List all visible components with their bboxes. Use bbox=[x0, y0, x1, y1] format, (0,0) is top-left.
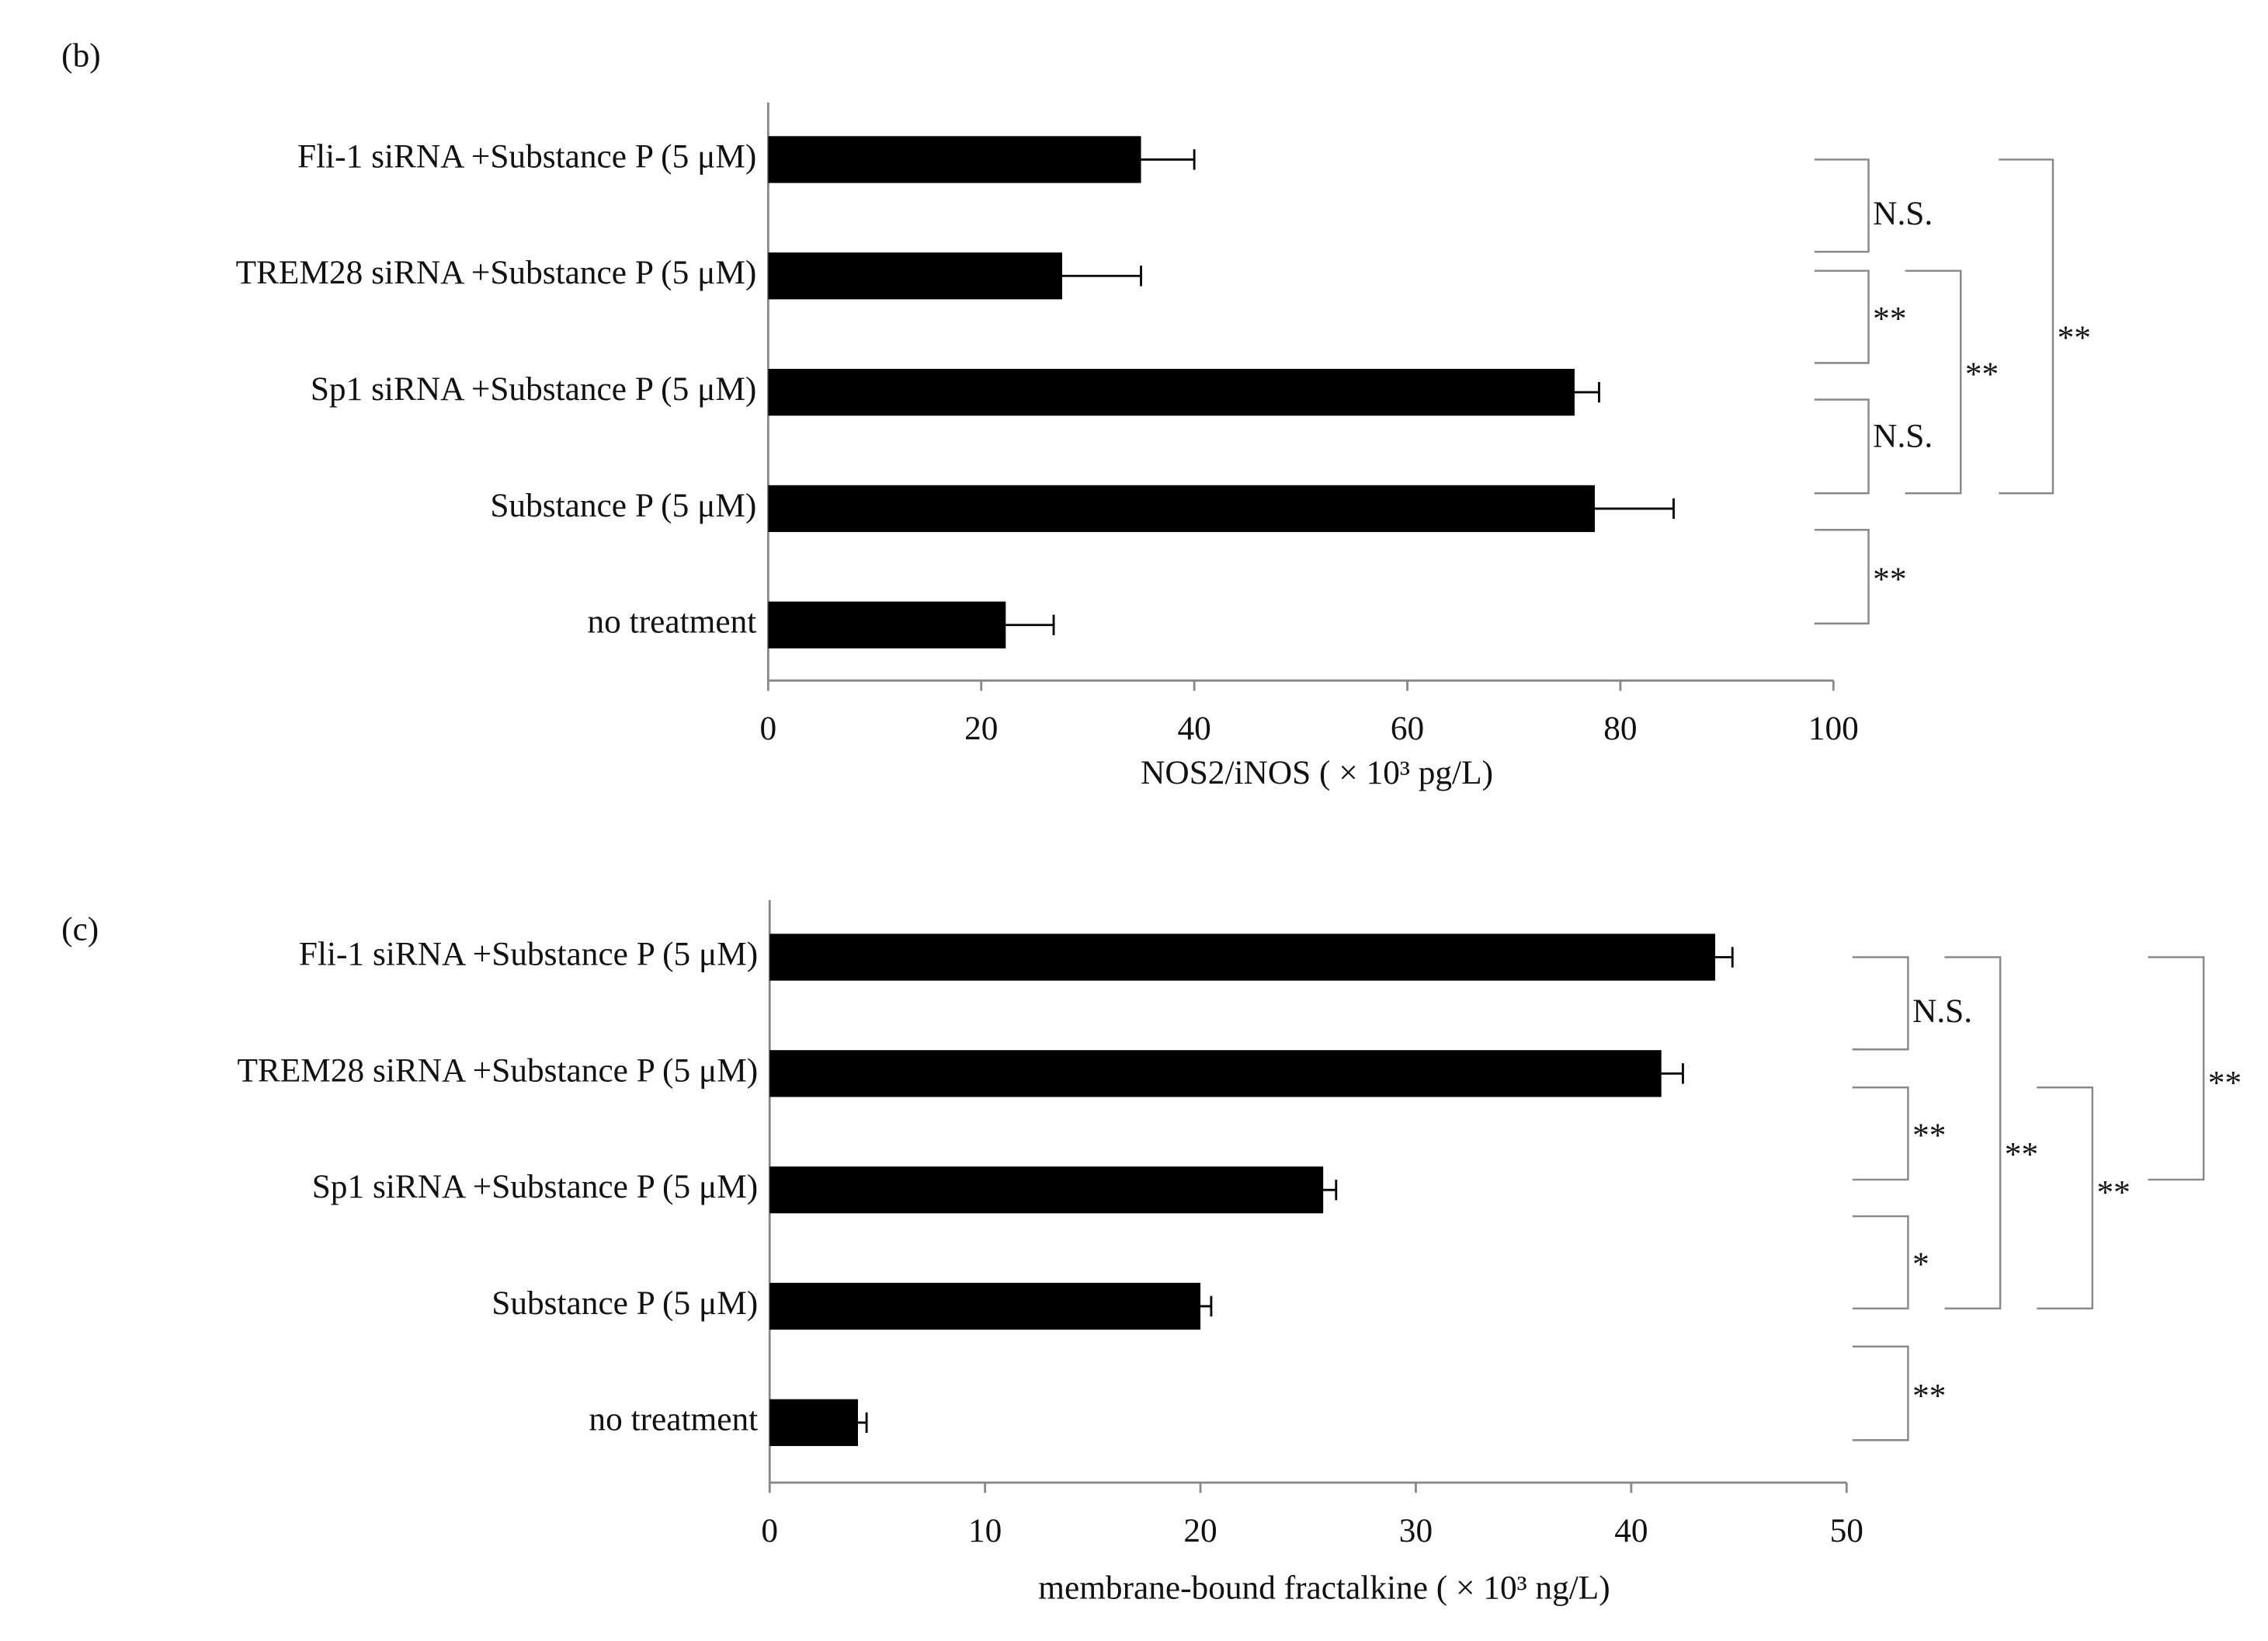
x-tick-label: 0 bbox=[760, 710, 777, 747]
significance-label: * bbox=[1912, 1246, 1929, 1283]
error-bar bbox=[1661, 1063, 1684, 1084]
x-tick-label: 20 bbox=[1183, 1512, 1217, 1549]
significance-label: N.S. bbox=[1873, 195, 1933, 232]
error-bar bbox=[1574, 381, 1600, 403]
bar bbox=[768, 485, 1595, 533]
error-bar bbox=[857, 1412, 868, 1433]
significance-label: N.S. bbox=[1873, 417, 1933, 454]
x-tick-label: 40 bbox=[1614, 1512, 1648, 1549]
panel-label: (c) bbox=[61, 910, 99, 947]
error-bar bbox=[1715, 947, 1734, 968]
bar bbox=[768, 252, 1063, 300]
category-label: TREM28 siRNA +Substance P (5 μM) bbox=[237, 1052, 758, 1089]
significance-bracket bbox=[1999, 158, 2054, 495]
category-label: no treatment bbox=[589, 1401, 758, 1438]
x-tick-label: 80 bbox=[1603, 710, 1637, 747]
bar bbox=[769, 933, 1716, 981]
significance-label: N.S. bbox=[1912, 993, 1972, 1030]
significance-bracket bbox=[1814, 529, 1870, 625]
error-bar bbox=[1200, 1295, 1213, 1317]
category-label: no treatment bbox=[588, 603, 757, 641]
error-bar bbox=[1594, 498, 1675, 520]
significance-label: ** bbox=[2097, 1174, 2131, 1212]
bar bbox=[769, 1399, 858, 1446]
bar bbox=[769, 1050, 1662, 1097]
significance-label: ** bbox=[2208, 1064, 2242, 1101]
significance-bracket bbox=[1852, 1086, 1909, 1181]
significance-bracket bbox=[1814, 398, 1870, 495]
significance-label: ** bbox=[2005, 1136, 2038, 1173]
error-bar bbox=[1323, 1179, 1338, 1201]
panel-label: (b) bbox=[61, 37, 101, 74]
significance-bracket bbox=[1814, 158, 1870, 253]
significance-bracket bbox=[1852, 956, 1909, 1051]
category-label: Substance P (5 μM) bbox=[491, 1285, 758, 1322]
significance-label: ** bbox=[1912, 1378, 1946, 1415]
significance-bracket bbox=[1905, 269, 1962, 495]
x-tick-label: 30 bbox=[1399, 1512, 1433, 1549]
x-tick-label: 50 bbox=[1830, 1512, 1863, 1549]
category-label: TREM28 siRNA +Substance P (5 μM) bbox=[236, 254, 757, 291]
bar bbox=[768, 368, 1575, 416]
category-label: Substance P (5 μM) bbox=[490, 487, 756, 524]
category-label: Fli-1 siRNA +Substance P (5 μM) bbox=[299, 935, 758, 972]
significance-label: ** bbox=[1873, 301, 1906, 338]
x-axis-label: NOS2/iNOS ( × 10³ pg/L) bbox=[1141, 754, 1493, 791]
category-label: Sp1 siRNA +Substance P (5 μM) bbox=[312, 1168, 758, 1205]
significance-label: ** bbox=[1873, 561, 1906, 598]
x-tick-label: 20 bbox=[964, 710, 998, 747]
significance-label: ** bbox=[1965, 356, 1999, 393]
significance-bracket bbox=[1944, 956, 2002, 1310]
significance-label: ** bbox=[2058, 319, 2091, 356]
x-tick-label: 10 bbox=[968, 1512, 1002, 1549]
significance-label: ** bbox=[1912, 1117, 1946, 1154]
significance-bracket bbox=[2148, 956, 2205, 1181]
x-tick-label: 100 bbox=[1808, 710, 1859, 747]
error-bar bbox=[1005, 614, 1055, 635]
bar bbox=[768, 136, 1141, 183]
x-tick-label: 40 bbox=[1177, 710, 1210, 747]
x-tick-label: 60 bbox=[1391, 710, 1424, 747]
error-bar bbox=[1141, 149, 1196, 170]
error-bar bbox=[1062, 266, 1142, 287]
bar bbox=[769, 1282, 1201, 1330]
significance-bracket bbox=[2037, 1086, 2094, 1310]
significance-bracket bbox=[1852, 1345, 1909, 1441]
x-axis-label: membrane-bound fractalkine ( × 10³ ng/L) bbox=[1038, 1569, 1610, 1606]
significance-bracket bbox=[1814, 269, 1870, 364]
significance-bracket bbox=[1852, 1215, 1909, 1310]
x-tick-label: 0 bbox=[761, 1512, 778, 1549]
category-label: Fli-1 siRNA +Substance P (5 μM) bbox=[297, 137, 756, 175]
category-label: Sp1 siRNA +Substance P (5 μM) bbox=[311, 370, 756, 408]
bar bbox=[768, 601, 1006, 648]
bar bbox=[769, 1166, 1324, 1214]
